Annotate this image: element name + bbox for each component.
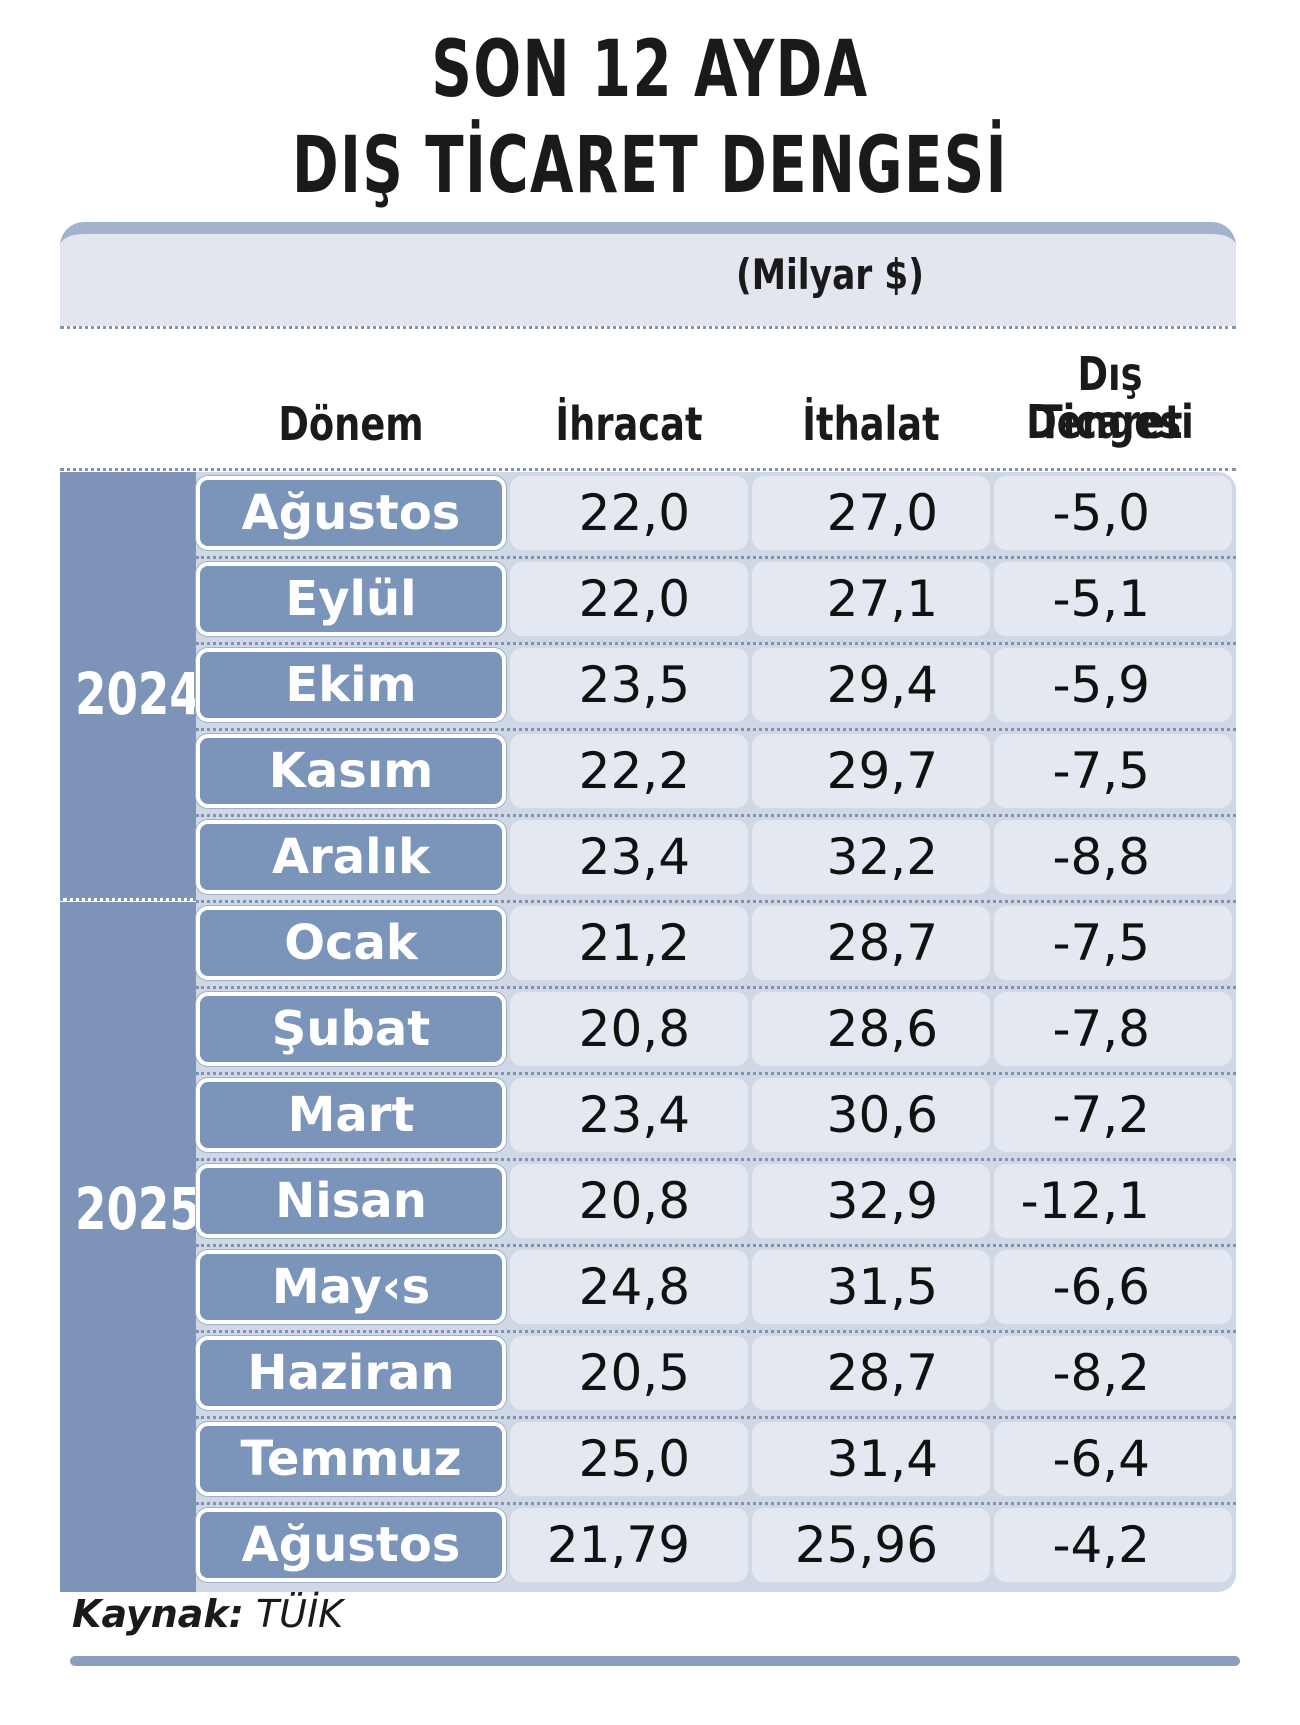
exports-cell: 20,5 <box>510 1336 748 1410</box>
month-cell: Mart <box>196 1078 506 1152</box>
row-divider <box>196 728 1236 731</box>
exports-cell: 23,5 <box>510 648 748 722</box>
month-cell: May‹s <box>196 1250 506 1324</box>
imports-cell: 28,7 <box>752 1336 990 1410</box>
year-divider <box>60 898 196 901</box>
balance-cell: -12,1 <box>994 1164 1232 1238</box>
exports-cell: 20,8 <box>510 992 748 1066</box>
table-row: Ağustos 22,0 27,0 -5,0 <box>196 472 1232 554</box>
exports-cell: 22,2 <box>510 734 748 808</box>
imports-cell: 32,9 <box>752 1164 990 1238</box>
table-row: Temmuz 25,0 31,4 -6,4 <box>196 1418 1232 1500</box>
balance-cell: -4,2 <box>994 1508 1232 1582</box>
unit-header-bar <box>60 222 1236 326</box>
imports-cell: 29,4 <box>752 648 990 722</box>
year-label-2025: 2025 <box>74 1175 201 1243</box>
unit-label: (Milyar $) <box>735 250 924 299</box>
row-divider <box>196 1072 1236 1075</box>
balance-cell: -7,8 <box>994 992 1232 1066</box>
row-divider <box>196 986 1236 989</box>
exports-cell: 21,79 <box>510 1508 748 1582</box>
exports-cell: 24,8 <box>510 1250 748 1324</box>
imports-cell: 27,0 <box>752 476 990 550</box>
imports-cell: 32,2 <box>752 820 990 894</box>
imports-cell: 30,6 <box>752 1078 990 1152</box>
month-cell: Haziran <box>196 1336 506 1410</box>
exports-cell: 23,4 <box>510 1078 748 1152</box>
year-band-2024 <box>60 472 196 898</box>
header-balance-line-1: Dış Ticaret <box>1037 347 1183 449</box>
table-row: Ocak 21,2 28,7 -7,5 <box>196 902 1232 984</box>
row-divider <box>196 1330 1236 1333</box>
source-value: TÜİK <box>255 1592 344 1636</box>
row-divider <box>196 814 1236 817</box>
table-row: Ağustos 21,79 25,96 -4,2 <box>196 1504 1232 1586</box>
table-row: Eylül 22,0 27,1 -5,1 <box>196 558 1232 640</box>
exports-cell: 23,4 <box>510 820 748 894</box>
balance-cell: -5,1 <box>994 562 1232 636</box>
balance-cell: -8,2 <box>994 1336 1232 1410</box>
table-row: Mart 23,4 30,6 -7,2 <box>196 1074 1232 1156</box>
imports-cell: 27,1 <box>752 562 990 636</box>
imports-cell: 28,6 <box>752 992 990 1066</box>
balance-cell: -5,0 <box>994 476 1232 550</box>
header-period: Dönem <box>278 397 424 451</box>
month-cell: Temmuz <box>196 1422 506 1496</box>
source-label: Kaynak: <box>72 1592 244 1636</box>
month-cell: Ağustos <box>196 1508 506 1582</box>
month-cell: Ağustos <box>196 476 506 550</box>
bottom-rule <box>70 1656 1240 1666</box>
table-row: Aralık 23,4 32,2 -8,8 <box>196 816 1232 898</box>
month-cell: Ekim <box>196 648 506 722</box>
column-header-divider <box>60 468 1236 471</box>
row-divider <box>196 642 1236 645</box>
row-divider <box>196 1416 1236 1419</box>
year-label-2024: 2024 <box>74 660 201 728</box>
imports-cell: 28,7 <box>752 906 990 980</box>
balance-cell: -6,4 <box>994 1422 1232 1496</box>
row-divider <box>196 1502 1236 1505</box>
header-balance-line-2: Dengesi <box>1026 395 1194 449</box>
imports-cell: 31,4 <box>752 1422 990 1496</box>
month-cell: Aralık <box>196 820 506 894</box>
balance-cell: -7,5 <box>994 906 1232 980</box>
table-row: Nisan 20,8 32,9 -12,1 <box>196 1160 1232 1242</box>
row-divider <box>196 1244 1236 1247</box>
chart-title-line-2: DIŞ TİCARET DENGESİ <box>291 121 1008 211</box>
month-cell: Şubat <box>196 992 506 1066</box>
imports-cell: 31,5 <box>752 1250 990 1324</box>
imports-cell: 25,96 <box>752 1508 990 1582</box>
source-note: Kaynak: TÜİK <box>72 1592 343 1636</box>
exports-cell: 22,0 <box>510 476 748 550</box>
exports-cell: 20,8 <box>510 1164 748 1238</box>
table-row: Ekim 23,5 29,4 -5,9 <box>196 644 1232 726</box>
balance-cell: -7,2 <box>994 1078 1232 1152</box>
chart-title-line-1: SON 12 AYDA <box>431 25 869 115</box>
exports-cell: 22,0 <box>510 562 748 636</box>
row-divider <box>196 556 1236 559</box>
header-imports: İthalat <box>802 397 940 451</box>
row-divider <box>196 1158 1236 1161</box>
header-exports: İhracat <box>555 397 703 451</box>
month-cell: Kasım <box>196 734 506 808</box>
balance-cell: -8,8 <box>994 820 1232 894</box>
month-cell: Nisan <box>196 1164 506 1238</box>
exports-cell: 25,0 <box>510 1422 748 1496</box>
row-divider <box>196 900 1236 903</box>
balance-cell: -7,5 <box>994 734 1232 808</box>
header-divider <box>60 326 1236 329</box>
balance-cell: -6,6 <box>994 1250 1232 1324</box>
table-row: May‹s 24,8 31,5 -6,6 <box>196 1246 1232 1328</box>
exports-cell: 21,2 <box>510 906 748 980</box>
table-row: Haziran 20,5 28,7 -8,2 <box>196 1332 1232 1414</box>
table-row: Kasım 22,2 29,7 -7,5 <box>196 730 1232 812</box>
table-row: Şubat 20,8 28,6 -7,8 <box>196 988 1232 1070</box>
month-cell: Ocak <box>196 906 506 980</box>
balance-cell: -5,9 <box>994 648 1232 722</box>
month-cell: Eylül <box>196 562 506 636</box>
year-band-2025 <box>60 902 196 1592</box>
imports-cell: 29,7 <box>752 734 990 808</box>
